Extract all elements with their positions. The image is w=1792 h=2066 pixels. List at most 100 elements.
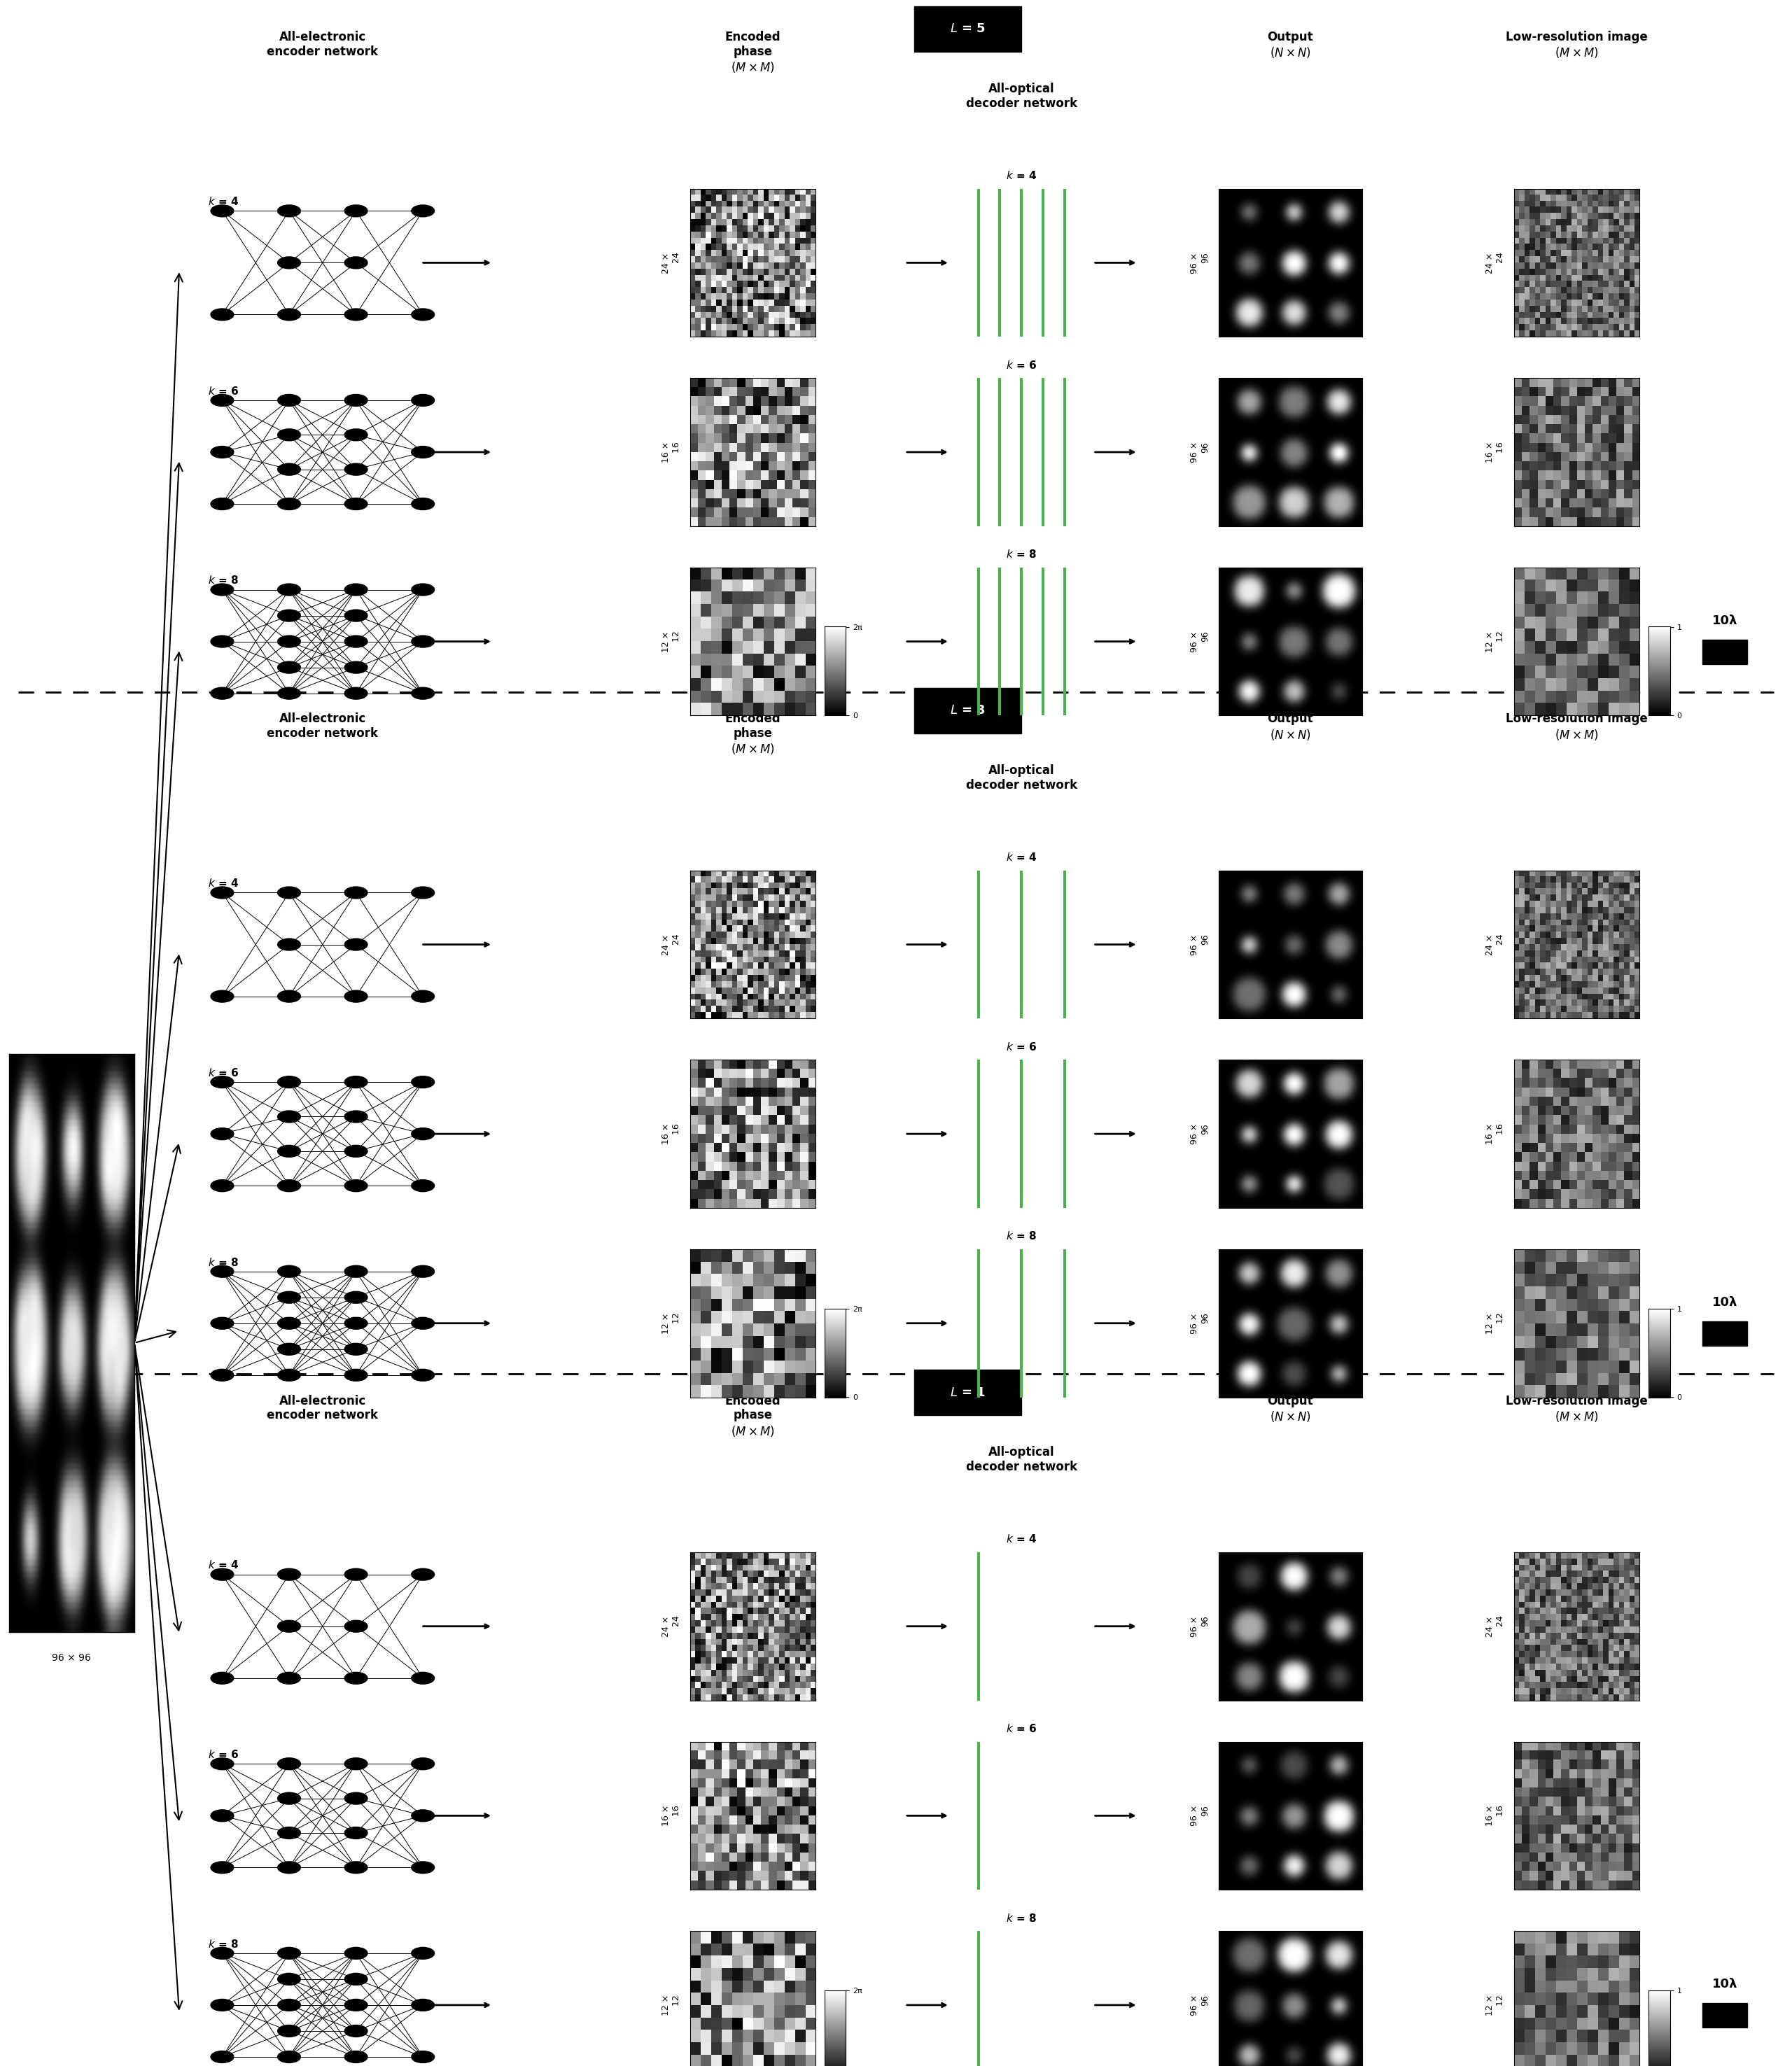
Circle shape — [344, 1291, 367, 1304]
Circle shape — [278, 205, 301, 217]
Text: 24 ×
 24: 24 × 24 — [661, 252, 681, 273]
Circle shape — [278, 938, 301, 950]
Circle shape — [344, 430, 367, 440]
Text: All-electronic
encoder network: All-electronic encoder network — [267, 31, 378, 58]
Text: 96 ×
96: 96 × 96 — [1190, 1124, 1210, 1145]
Circle shape — [344, 1568, 367, 1580]
Text: 16 ×
 16: 16 × 16 — [1486, 1124, 1505, 1145]
Text: All-optical
decoder network: All-optical decoder network — [966, 1446, 1077, 1473]
Circle shape — [344, 636, 367, 647]
Text: Low-resolution image
$(M \times M)$: Low-resolution image $(M \times M)$ — [1505, 713, 1649, 742]
Circle shape — [412, 1758, 434, 1771]
Circle shape — [278, 2052, 301, 2062]
Circle shape — [412, 2000, 434, 2010]
Circle shape — [278, 636, 301, 647]
Circle shape — [278, 1948, 301, 1959]
Circle shape — [344, 1948, 367, 1959]
Circle shape — [344, 2052, 367, 2062]
Circle shape — [412, 585, 434, 595]
Circle shape — [344, 1973, 367, 1985]
Circle shape — [412, 2052, 434, 2062]
FancyArrowPatch shape — [134, 1345, 181, 1630]
Circle shape — [344, 1076, 367, 1089]
Circle shape — [344, 463, 367, 475]
Text: Output
$(N \times N)$: Output $(N \times N)$ — [1267, 31, 1314, 60]
Circle shape — [344, 1370, 367, 1380]
Text: 96 × 96: 96 × 96 — [52, 1653, 91, 1663]
FancyArrowPatch shape — [134, 1345, 183, 1820]
Text: 96 ×
96: 96 × 96 — [1190, 1312, 1210, 1335]
Circle shape — [211, 446, 233, 459]
Circle shape — [211, 1370, 233, 1380]
Circle shape — [278, 395, 301, 407]
Text: 24 ×
 24: 24 × 24 — [1486, 1616, 1505, 1636]
FancyArrowPatch shape — [134, 957, 181, 1341]
Circle shape — [278, 1076, 301, 1089]
Circle shape — [278, 463, 301, 475]
Circle shape — [278, 1112, 301, 1122]
Text: 24 ×
 24: 24 × 24 — [661, 1616, 681, 1636]
Bar — [1702, 1322, 1747, 1347]
Circle shape — [344, 1343, 367, 1355]
Text: $k$ = 8: $k$ = 8 — [1005, 550, 1038, 560]
Circle shape — [211, 688, 233, 698]
Text: 96 ×
96: 96 × 96 — [1190, 1616, 1210, 1636]
Text: 16 ×
 16: 16 × 16 — [1486, 1806, 1505, 1826]
Circle shape — [412, 395, 434, 407]
Circle shape — [344, 256, 367, 269]
Text: $k$ = 6: $k$ = 6 — [1005, 359, 1038, 370]
Circle shape — [211, 585, 233, 595]
Bar — [914, 6, 1021, 52]
Circle shape — [412, 1318, 434, 1328]
Circle shape — [278, 1180, 301, 1192]
Text: 10λ: 10λ — [1711, 614, 1738, 626]
Text: 16 ×
 16: 16 × 16 — [661, 442, 681, 463]
FancyArrowPatch shape — [134, 1145, 181, 1341]
Text: 96 ×
96: 96 × 96 — [1190, 252, 1210, 273]
Circle shape — [278, 1318, 301, 1328]
Text: $k$ = 6: $k$ = 6 — [208, 1068, 238, 1078]
Text: 96 ×
96: 96 × 96 — [1190, 934, 1210, 954]
Text: $k$ = 6: $k$ = 6 — [1005, 1041, 1038, 1052]
Circle shape — [412, 1370, 434, 1380]
Circle shape — [412, 1861, 434, 1874]
Circle shape — [412, 688, 434, 698]
Circle shape — [344, 688, 367, 698]
Circle shape — [278, 585, 301, 595]
Circle shape — [344, 498, 367, 510]
FancyArrowPatch shape — [136, 1331, 176, 1343]
Circle shape — [278, 661, 301, 674]
Circle shape — [211, 1568, 233, 1580]
Text: $k$ = 4: $k$ = 4 — [208, 196, 238, 207]
Circle shape — [412, 1810, 434, 1822]
Circle shape — [344, 1758, 367, 1771]
Text: $k$ = 4: $k$ = 4 — [1005, 851, 1038, 864]
Text: 12 ×
 12: 12 × 12 — [1486, 1312, 1505, 1335]
Circle shape — [211, 2000, 233, 2010]
Text: $k$ = 6: $k$ = 6 — [1005, 1723, 1038, 1733]
Text: 12 ×
 12: 12 × 12 — [1486, 1994, 1505, 2016]
Bar — [914, 1370, 1021, 1415]
Text: 16 ×
 16: 16 × 16 — [661, 1806, 681, 1826]
Text: Encoded
phase
$(M \times M)$: Encoded phase $(M \times M)$ — [724, 1395, 781, 1438]
Bar — [1702, 2004, 1747, 2029]
Text: 16 ×
 16: 16 × 16 — [1486, 442, 1505, 463]
Circle shape — [344, 308, 367, 320]
Circle shape — [278, 1861, 301, 1874]
Text: 96 ×
96: 96 × 96 — [1190, 442, 1210, 463]
Text: 24 ×
 24: 24 × 24 — [1486, 934, 1505, 954]
Text: Encoded
phase
$(M \times M)$: Encoded phase $(M \times M)$ — [724, 713, 781, 756]
Circle shape — [278, 1266, 301, 1277]
Circle shape — [278, 609, 301, 622]
Text: 96 ×
96: 96 × 96 — [1190, 630, 1210, 653]
Circle shape — [211, 1861, 233, 1874]
Circle shape — [278, 1620, 301, 1632]
Circle shape — [344, 1266, 367, 1277]
FancyArrowPatch shape — [134, 463, 183, 1341]
Circle shape — [278, 1145, 301, 1157]
Circle shape — [412, 446, 434, 459]
Text: Encoded
phase
$(M \times M)$: Encoded phase $(M \times M)$ — [724, 31, 781, 74]
Circle shape — [344, 1145, 367, 1157]
Circle shape — [412, 636, 434, 647]
Circle shape — [344, 1861, 367, 1874]
